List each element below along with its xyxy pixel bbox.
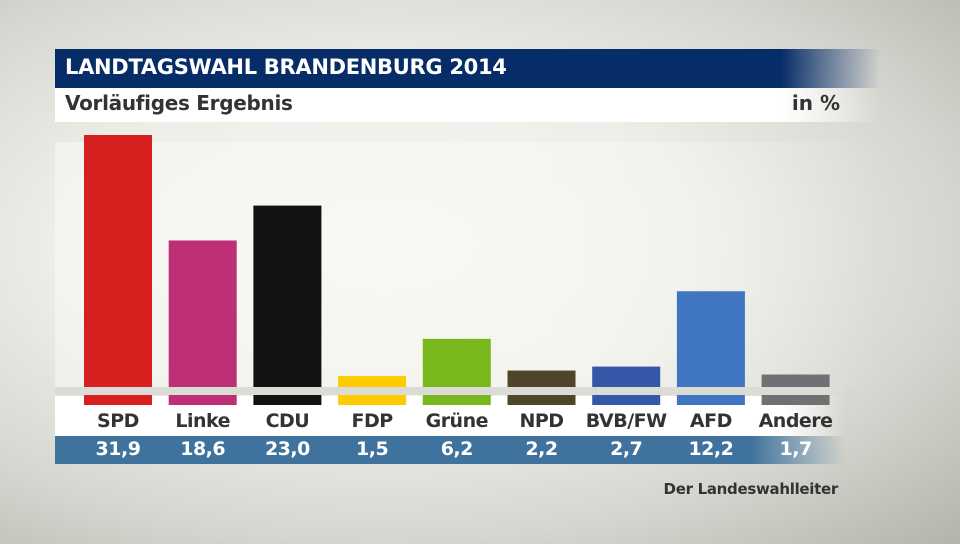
value-label: 1,5 — [356, 438, 389, 460]
baseline-band — [55, 387, 845, 395]
value-label: 23,0 — [264, 438, 310, 460]
value-label: 1,7 — [779, 438, 813, 460]
value-label: 2,7 — [610, 438, 643, 460]
value-label: 31,9 — [95, 438, 141, 460]
category-label: Andere — [758, 410, 833, 432]
bar-spd — [84, 135, 152, 405]
value-label: 2,2 — [525, 438, 558, 460]
value-label: 18,6 — [180, 438, 226, 460]
bar-linke — [168, 240, 237, 405]
category-label: Grüne — [425, 410, 489, 432]
category-label: NPD — [519, 410, 564, 432]
chart-subtitle: Vorläufiges Ergebnis — [65, 91, 293, 115]
title-bar: LANDTAGSWAHL BRANDENBURG 2014 — [55, 49, 880, 88]
category-label: AFD — [689, 410, 732, 432]
bar-bvbfw — [592, 366, 661, 405]
unit-label: in % — [791, 91, 840, 115]
chart-title: LANDTAGSWAHL BRANDENBURG 2014 — [65, 55, 507, 79]
value-label: 12,2 — [688, 438, 734, 460]
category-label: BVB/FW — [585, 410, 667, 432]
source-label: Der Landeswahlleiter — [663, 480, 839, 498]
value-label: 6,2 — [440, 438, 474, 460]
bar-cdu — [253, 205, 322, 405]
category-label: CDU — [265, 410, 310, 432]
bar-afd — [676, 291, 745, 405]
category-label: Linke — [175, 410, 231, 432]
category-label: SPD — [97, 410, 139, 432]
value-label-row — [55, 436, 845, 464]
bar-grüne — [422, 338, 491, 405]
subtitle-bar: Vorläufiges Ergebnis in % — [55, 88, 880, 122]
category-label: FDP — [351, 410, 394, 432]
